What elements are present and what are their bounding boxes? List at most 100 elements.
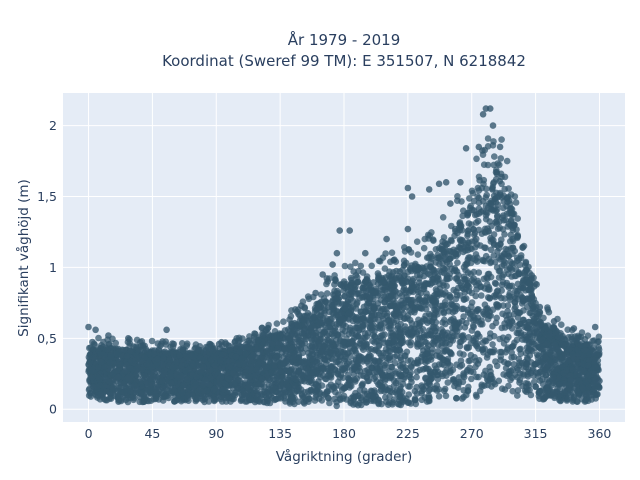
data-point: [442, 392, 450, 400]
data-point: [488, 185, 496, 192]
data-point: [551, 341, 559, 348]
data-point: [508, 282, 516, 290]
data-point: [471, 237, 479, 245]
data-point: [466, 364, 473, 372]
data-point: [260, 355, 268, 362]
data-point: [426, 271, 434, 279]
data-point: [443, 357, 451, 365]
data-point: [338, 386, 346, 394]
data-point: [481, 244, 488, 251]
data-point: [446, 294, 454, 302]
data-point: [492, 219, 499, 226]
data-point: [493, 264, 501, 271]
data-point: [509, 387, 516, 395]
data-point: [123, 352, 131, 360]
data-point: [534, 310, 541, 317]
data-point: [439, 329, 446, 337]
data-point: [189, 362, 197, 369]
data-point: [444, 379, 452, 386]
data-point: [255, 361, 262, 368]
data-point: [326, 399, 333, 407]
data-point: [377, 321, 385, 328]
data-point: [341, 292, 349, 300]
data-point: [458, 361, 466, 369]
data-point: [465, 283, 473, 291]
data-point: [402, 364, 409, 371]
data-point: [468, 289, 476, 297]
data-point: [511, 293, 518, 300]
data-point: [441, 385, 449, 393]
data-point: [479, 197, 487, 205]
data-point: [146, 350, 153, 358]
data-point: [440, 348, 448, 355]
data-point: [333, 321, 340, 328]
data-point: [414, 335, 422, 343]
data-point: [210, 396, 218, 404]
data-point: [314, 300, 322, 308]
data-point: [397, 354, 404, 362]
data-point: [413, 286, 421, 294]
data-point: [284, 326, 292, 333]
data-point: [334, 287, 341, 295]
data-point: [499, 310, 506, 318]
data-point: [305, 395, 313, 403]
data-point: [150, 350, 158, 358]
data-point: [452, 267, 459, 274]
data-point: [440, 265, 447, 272]
data-point: [478, 292, 485, 299]
data-point: [453, 328, 461, 335]
data-point: [280, 360, 288, 367]
data-point: [378, 370, 386, 378]
data-point: [485, 228, 492, 235]
data-point: [97, 358, 105, 366]
data-point: [474, 193, 481, 200]
data-point: [480, 310, 487, 318]
data-point: [374, 365, 381, 372]
data-point: [199, 382, 206, 389]
data-point: [508, 349, 515, 357]
data-point: [484, 315, 492, 323]
data-point: [517, 252, 525, 259]
data-point: [107, 378, 114, 386]
data-point: [137, 390, 145, 398]
data-point: [504, 302, 512, 309]
data-point: [528, 325, 535, 332]
data-point: [357, 394, 364, 402]
data-point: [453, 332, 461, 340]
data-point: [387, 325, 395, 332]
data-point: [582, 397, 589, 404]
data-point: [509, 250, 516, 258]
data-point: [556, 385, 564, 393]
data-point: [483, 191, 491, 199]
data-point: [472, 317, 480, 324]
data-point: [482, 208, 490, 216]
data-point: [160, 355, 167, 363]
data-point: [524, 354, 531, 362]
data-point: [475, 373, 482, 381]
data-point: [503, 202, 510, 210]
data-point: [442, 320, 449, 328]
data-point: [330, 384, 338, 392]
data-point: [384, 386, 391, 394]
data-point: [220, 386, 227, 393]
data-point: [485, 255, 493, 263]
data-point: [498, 214, 506, 221]
data-point: [323, 389, 331, 397]
data-point: [168, 387, 175, 394]
data-point: [319, 330, 327, 338]
data-point: [319, 372, 327, 379]
data-point: [307, 324, 315, 332]
data-point: [472, 335, 479, 343]
data-point: [494, 225, 502, 233]
data-point: [121, 367, 129, 375]
data-point: [416, 275, 423, 282]
data-point: [489, 207, 497, 214]
data-point: [269, 340, 276, 348]
data-point: [519, 277, 527, 285]
data-point: [331, 295, 339, 303]
data-point: [392, 368, 399, 375]
data-point: [528, 347, 536, 355]
data-point: [413, 341, 421, 348]
data-point: [433, 337, 440, 344]
data-point: [311, 307, 319, 315]
